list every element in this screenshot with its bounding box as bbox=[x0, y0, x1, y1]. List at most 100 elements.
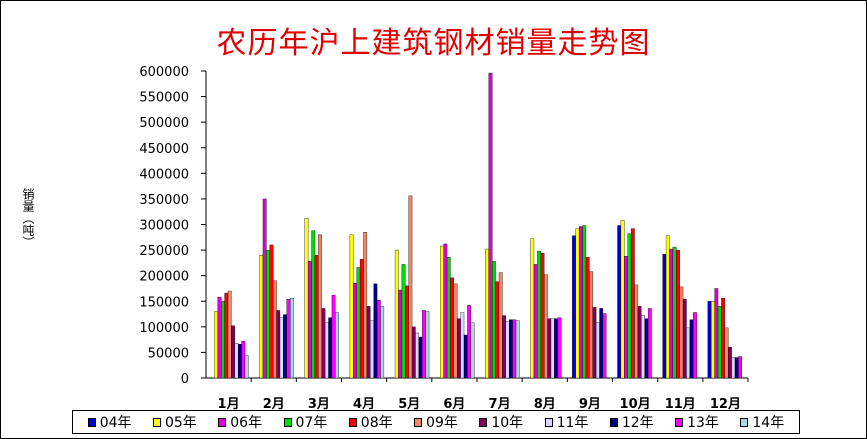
y-tick-label: 100000 bbox=[139, 321, 189, 336]
bar bbox=[283, 314, 287, 379]
bar bbox=[711, 301, 715, 379]
legend-label: 07年 bbox=[295, 415, 328, 431]
bar bbox=[262, 198, 267, 379]
bar bbox=[443, 243, 448, 379]
x-tick-label: 6月 bbox=[443, 397, 465, 412]
bar bbox=[311, 230, 316, 379]
legend-swatch bbox=[675, 417, 684, 427]
x-tick-label: 2月 bbox=[263, 397, 285, 412]
legend-label: 06年 bbox=[230, 415, 263, 431]
bar bbox=[578, 226, 583, 379]
bar bbox=[602, 313, 607, 379]
bar bbox=[328, 317, 333, 379]
legend-swatch bbox=[218, 417, 227, 427]
x-tick-label: 4月 bbox=[353, 397, 375, 412]
bar bbox=[620, 220, 625, 379]
y-tick-label: 500000 bbox=[139, 116, 189, 131]
bar bbox=[460, 312, 465, 379]
bar bbox=[440, 245, 444, 379]
y-tick-label: 0 bbox=[181, 372, 189, 387]
bar bbox=[279, 317, 284, 379]
bar bbox=[689, 319, 694, 379]
bar bbox=[485, 248, 489, 379]
bar bbox=[380, 306, 385, 379]
bar bbox=[707, 301, 712, 379]
bar bbox=[425, 311, 430, 379]
bar bbox=[592, 307, 597, 379]
bar bbox=[376, 300, 381, 379]
bar bbox=[505, 321, 510, 379]
bar bbox=[272, 280, 277, 379]
bar bbox=[714, 288, 719, 379]
bar bbox=[624, 256, 628, 379]
legend-swatch bbox=[740, 417, 749, 427]
y-tick-label: 350000 bbox=[139, 193, 189, 208]
bar bbox=[693, 312, 697, 379]
bar bbox=[554, 318, 558, 379]
bar bbox=[734, 357, 739, 379]
bar bbox=[495, 281, 500, 379]
bar bbox=[530, 238, 535, 379]
bar bbox=[289, 298, 294, 379]
bar bbox=[515, 320, 520, 379]
bar bbox=[728, 347, 732, 379]
bar bbox=[314, 255, 319, 379]
bar bbox=[422, 310, 426, 379]
x-tick-label: 12月 bbox=[710, 397, 741, 412]
y-axis-label: 销量（吨） bbox=[21, 188, 35, 248]
legend-item: 04年 bbox=[87, 412, 132, 432]
legend-item: 09年 bbox=[414, 412, 458, 432]
bar bbox=[599, 308, 604, 379]
bar bbox=[450, 277, 455, 379]
bar bbox=[221, 301, 225, 379]
legend-item: 10年 bbox=[479, 412, 523, 432]
bar bbox=[453, 283, 458, 379]
x-tick-label: 5月 bbox=[398, 397, 420, 412]
bar bbox=[401, 264, 406, 379]
bar bbox=[463, 334, 468, 379]
legend-label: 13年 bbox=[687, 415, 719, 431]
legend-swatch bbox=[87, 417, 96, 427]
bar bbox=[227, 290, 232, 379]
legend-swatch bbox=[283, 417, 292, 427]
x-tick-label: 3月 bbox=[308, 397, 330, 412]
bar bbox=[731, 357, 736, 379]
bar bbox=[335, 312, 339, 379]
bar bbox=[627, 233, 632, 379]
x-tick-label: 7月 bbox=[489, 397, 511, 412]
bar bbox=[595, 322, 600, 379]
legend-item: 06年 bbox=[218, 412, 262, 432]
bar bbox=[266, 249, 270, 379]
bar bbox=[550, 318, 555, 379]
x-tick-label: 9月 bbox=[579, 397, 601, 412]
bar bbox=[259, 255, 264, 379]
bar bbox=[502, 315, 506, 379]
bar bbox=[512, 319, 517, 379]
legend-label: 08年 bbox=[360, 415, 393, 431]
bar bbox=[589, 271, 593, 379]
bar bbox=[353, 283, 357, 379]
y-tick-label: 600000 bbox=[139, 65, 189, 80]
bar bbox=[647, 308, 652, 379]
legend-swatch bbox=[479, 417, 488, 427]
bar bbox=[662, 254, 667, 379]
bar bbox=[269, 244, 274, 379]
legend-swatch bbox=[609, 417, 618, 427]
bar bbox=[214, 311, 218, 379]
y-tick-label: 200000 bbox=[139, 270, 189, 285]
bar bbox=[492, 261, 496, 379]
legend-label: 04年 bbox=[99, 415, 132, 431]
bar bbox=[617, 225, 622, 379]
x-tick-label: 1月 bbox=[218, 397, 240, 412]
legend-label: 14年 bbox=[752, 415, 785, 431]
bar bbox=[318, 234, 322, 379]
legend-item: 14年 bbox=[740, 412, 784, 432]
y-tick-label: 550000 bbox=[139, 91, 189, 106]
bar bbox=[679, 286, 684, 379]
bar bbox=[630, 228, 635, 379]
bar bbox=[241, 340, 246, 379]
chart-legend: 04年 05年 06年 07年 08年 09年 10年 11年 12年 13年 14年 bbox=[72, 410, 800, 434]
bar bbox=[533, 264, 538, 379]
bar bbox=[234, 343, 239, 379]
